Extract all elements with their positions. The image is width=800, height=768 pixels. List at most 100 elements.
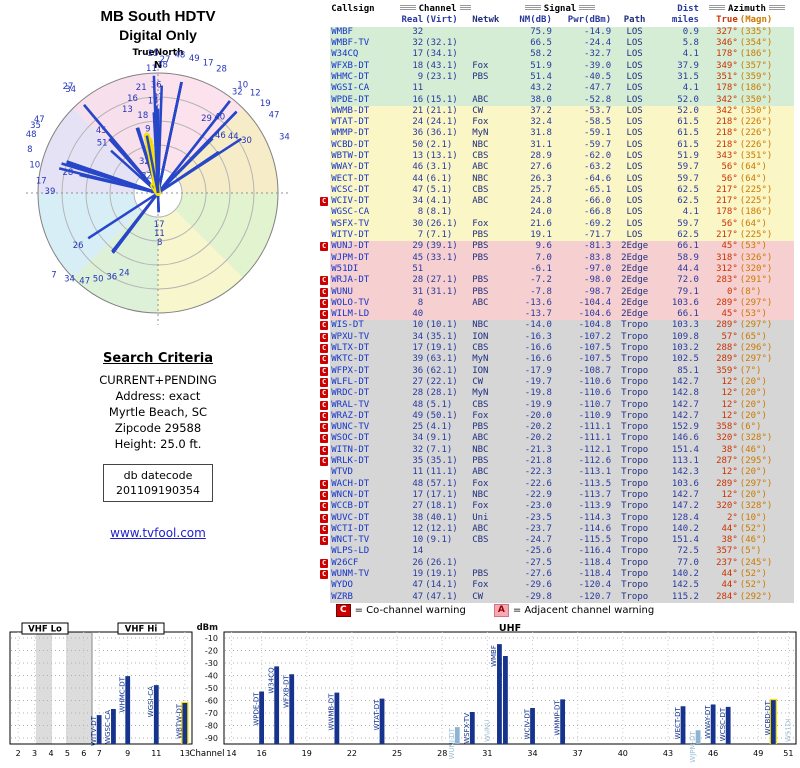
radar-station-label: 47 xyxy=(79,276,90,286)
signal-bar xyxy=(111,709,116,744)
cell-pwr: -113.7 xyxy=(552,489,613,502)
col-header-magn: (Magn) xyxy=(739,15,773,26)
cell-path: LOS xyxy=(612,150,658,163)
cell-magn: (20°) xyxy=(738,376,794,389)
cell-virt: (19.1) xyxy=(424,342,472,355)
cell-call: WUNJ-DT xyxy=(330,241,396,253)
cell-nm: -19.7 xyxy=(507,376,553,389)
cell-call: WTVD xyxy=(330,467,396,479)
table-row: WHMC-DT 9 (23.1) PBS 51.4 -40.5 LOS 31.5 351° (35… xyxy=(318,71,794,84)
cell-virt: (43.1) xyxy=(424,60,472,72)
cell-magn: (297°) xyxy=(738,320,794,332)
signal-bar-label: WHMC-DT xyxy=(119,676,127,712)
cell-dist: 115.2 xyxy=(657,591,700,603)
cell-dist: 85.1 xyxy=(657,365,700,377)
cell-true: 12° xyxy=(699,410,739,422)
cell-net: NBC xyxy=(471,320,508,332)
cell-warn: C xyxy=(318,354,331,366)
cell-path: LOS xyxy=(612,94,658,106)
channel-tick-label: 13 xyxy=(180,749,190,758)
cell-warn xyxy=(318,162,331,174)
cell-real: 29 xyxy=(395,241,425,253)
co-channel-warning-badge: C xyxy=(320,434,329,444)
cell-magn: (52°) xyxy=(738,523,794,535)
cell-call: WRJA-DT xyxy=(330,275,396,287)
cell-warn: C xyxy=(318,320,331,332)
signal-bar-label: W34CQ xyxy=(267,667,275,694)
cell-dist: 151.4 xyxy=(657,444,700,456)
cell-magn: (245°) xyxy=(738,557,794,569)
cell-path: LOS xyxy=(612,218,658,230)
header-ribbon xyxy=(524,5,541,10)
signal-bar-label: WMBF xyxy=(490,645,498,667)
cell-net: Fox xyxy=(471,580,508,592)
cell-true: 342° xyxy=(699,94,739,106)
cell-dist: 0.9 xyxy=(657,26,700,38)
cell-dist: 66.1 xyxy=(657,309,700,321)
cell-warn xyxy=(318,60,331,72)
cell-virt: (6.1) xyxy=(424,173,472,185)
radar-station-label: 8 xyxy=(157,238,162,248)
channel-tick-label: 19 xyxy=(302,749,312,758)
cell-virt: (24.1) xyxy=(424,116,472,129)
signal-bar-label: WBTW-DT xyxy=(176,703,184,739)
cell-magn: (64°) xyxy=(738,218,794,230)
cell-call: WMBF xyxy=(330,26,396,38)
cell-dist: 103.2 xyxy=(657,342,700,355)
cell-path: 2Edge xyxy=(612,252,658,264)
cell-path: LOS xyxy=(612,60,658,72)
cell-path: LOS xyxy=(612,128,658,140)
cell-nm: 9.6 xyxy=(507,241,553,253)
cell-virt: (23.1) xyxy=(424,71,472,84)
radar-station-label: 18 xyxy=(137,111,148,121)
vhf-hi-label-box xyxy=(117,622,165,635)
tvfool-link[interactable]: www.tvfool.com xyxy=(110,526,206,540)
cell-net xyxy=(471,557,508,569)
cell-virt: (63.1) xyxy=(424,354,472,366)
cell-virt: (19.1) xyxy=(424,568,472,581)
signal-bar-label: WGSI-CA xyxy=(147,686,155,717)
radar-station-label: 47 xyxy=(269,111,280,121)
table-row: C WITN-DT 32 (7.1) NBC -21.3 -112.1 Tropo 151.4 3… xyxy=(318,444,794,456)
criteria-line: Zipcode 29588 xyxy=(114,421,202,435)
signal-bar xyxy=(289,674,295,744)
cell-real: 30 xyxy=(395,218,425,230)
cell-magn: (186°) xyxy=(738,207,794,219)
cell-real: 10 xyxy=(395,320,425,332)
cell-magn: (64°) xyxy=(738,173,794,185)
cell-warn: C xyxy=(318,365,331,377)
cell-virt: (47.1) xyxy=(424,591,472,603)
cell-magn: (328°) xyxy=(738,501,794,513)
cell-net: PBS xyxy=(471,229,508,242)
radar-station-label: 31 xyxy=(153,93,164,103)
cell-pwr: -59.7 xyxy=(552,139,613,151)
cell-virt: (13.1) xyxy=(424,150,472,163)
header-ribbon xyxy=(399,5,416,10)
cell-call: WSOC-DT xyxy=(330,433,396,445)
cell-magn: (225°) xyxy=(738,229,794,242)
col-header-azimuth: Azimuth xyxy=(700,4,794,15)
channel-tick-label: 22 xyxy=(347,749,357,758)
cell-real: 8 xyxy=(395,297,425,310)
cell-real: 17 xyxy=(395,49,425,61)
cell-call: WRAZ-DT xyxy=(330,410,396,422)
table-row: C WUNU 31 (31.1) PBS -7.8 -98.7 2Edge 79.1 0° (8°) xyxy=(318,286,794,298)
cell-dist: 140.2 xyxy=(657,523,700,535)
cell-pwr: -111.1 xyxy=(552,421,613,434)
channel-tick-label: 16 xyxy=(257,749,267,758)
co-channel-warning-badge: C xyxy=(320,502,329,512)
cell-virt: (18.1) xyxy=(424,501,472,513)
cell-call: WIS-DT xyxy=(330,320,396,332)
cell-net: Fox xyxy=(471,501,508,513)
radar-station-label: 17 xyxy=(36,177,47,187)
station-table-body: WMBF 32 75.9 -14.9 LOS 0.9 327° (335°) WMBF-TV 32… xyxy=(318,26,794,603)
radar-station-label: 17 xyxy=(154,220,165,230)
cell-call: WLTX-DT xyxy=(330,342,396,355)
cell-virt: (8.1) xyxy=(424,207,472,219)
signal-bar-label: WMMP-DT xyxy=(553,700,561,736)
co-channel-warning-badge: C xyxy=(320,287,329,297)
cell-net xyxy=(471,263,508,276)
cell-pwr: -98.7 xyxy=(552,286,613,298)
radar-station-label: 24 xyxy=(119,269,130,279)
